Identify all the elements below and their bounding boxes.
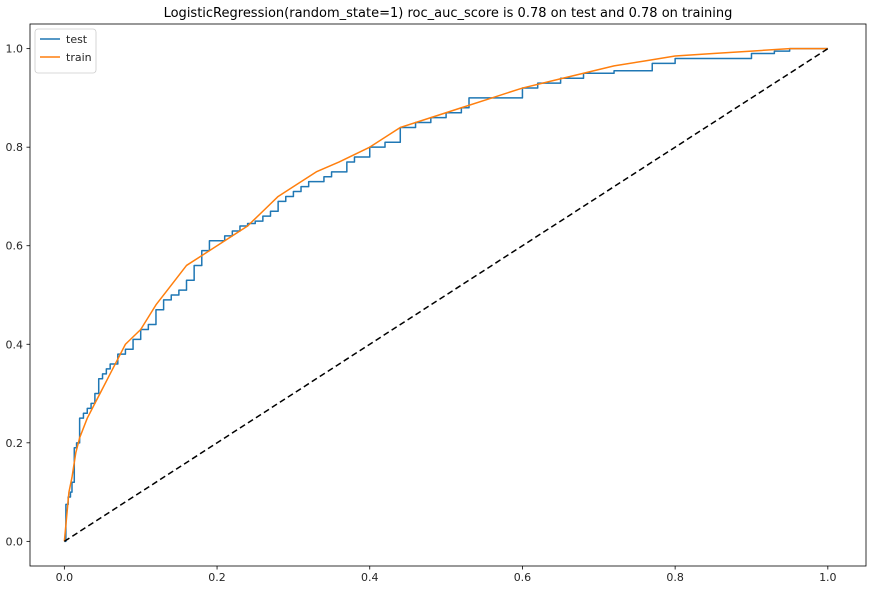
legend: test train xyxy=(34,28,97,74)
y-tick-label: 0.8 xyxy=(6,141,24,154)
x-tick-label: 0.2 xyxy=(208,571,226,584)
y-tick-label: 0.6 xyxy=(6,240,24,253)
x-tick-label: 0.8 xyxy=(666,571,684,584)
x-tick-label: 0.0 xyxy=(56,571,74,584)
plot-area xyxy=(63,47,829,543)
axis-ticks: 0.0 0.2 0.4 0.6 0.8 1.0 0.0 0.2 0.4 0.6 0.8 1.0 xyxy=(6,43,837,584)
axes-frame xyxy=(29,23,867,567)
x-tick-label: 1.0 xyxy=(819,571,837,584)
y-tick-label: 0.2 xyxy=(6,437,24,450)
chart-title: LogisticRegression(random_state=1) roc_a… xyxy=(164,6,733,21)
y-tick-label: 0.4 xyxy=(6,338,24,351)
series-line-train xyxy=(63,47,828,542)
legend-label-test: test xyxy=(66,33,88,46)
legend-box xyxy=(34,28,97,74)
legend-label-train: train xyxy=(66,51,92,64)
x-tick-label: 0.6 xyxy=(514,571,532,584)
y-tick-label: 0.0 xyxy=(6,535,24,548)
y-tick-label: 1.0 xyxy=(6,43,24,56)
x-tick-label: 0.4 xyxy=(361,571,379,584)
